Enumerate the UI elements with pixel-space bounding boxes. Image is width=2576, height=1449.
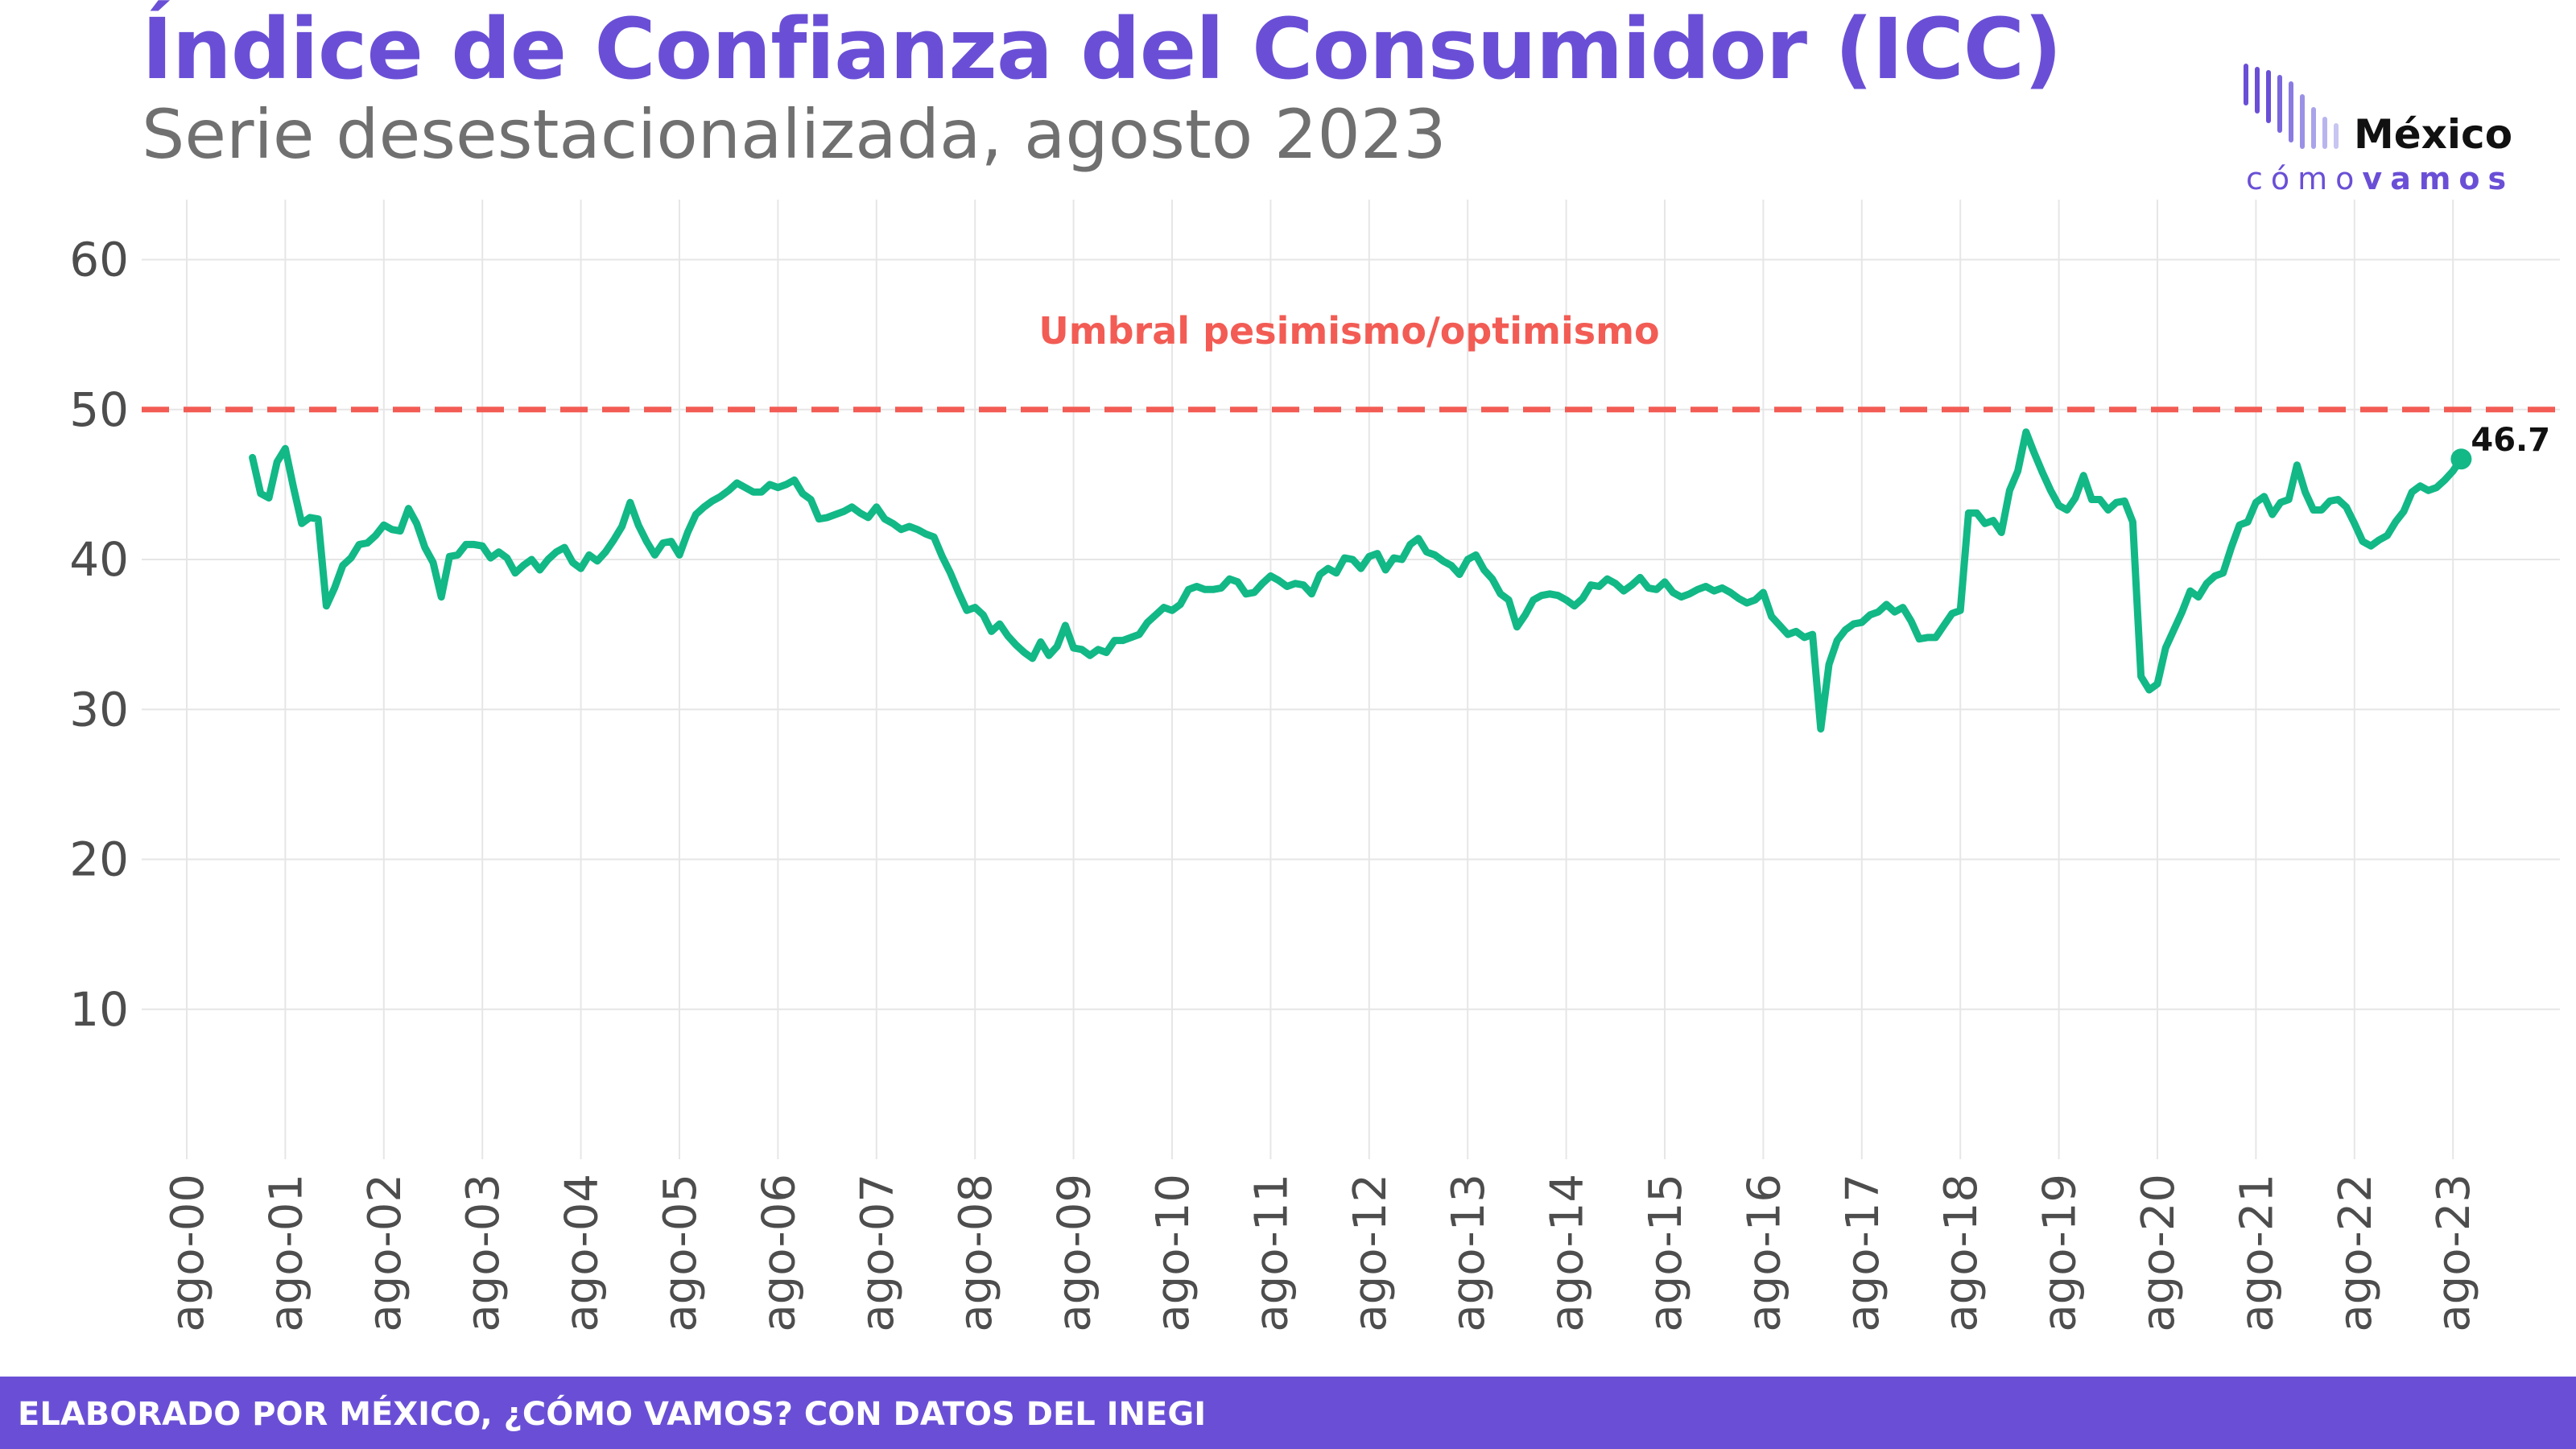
line-chart: 10 20 30 40 50 60 ago-00 ago-01 ago-02 ago-03 ago… (69, 200, 2560, 1332)
mexico-como-vamos-logo: México cómovamos (2238, 63, 2528, 208)
y-tick-label: 20 (69, 832, 129, 887)
x-tick-label: ago-08 (950, 1174, 1002, 1332)
footer-source-text: ELABORADO POR MÉXICO, ¿CÓMO VAMOS? CON D… (18, 1396, 1207, 1433)
y-tick-label: 60 (69, 233, 129, 287)
x-tick-label: ago-20 (2132, 1174, 2185, 1332)
x-tick-label: ago-14 (1542, 1174, 1594, 1332)
x-tick-label: ago-15 (1640, 1174, 1692, 1332)
x-tick-label: ago-16 (1738, 1174, 1790, 1332)
x-tick-label: ago-21 (2231, 1174, 2283, 1332)
x-tick-label: ago-10 (1147, 1174, 1199, 1332)
x-tick-label: ago-23 (2428, 1174, 2480, 1332)
x-tick-label: ago-01 (260, 1174, 312, 1332)
x-tick-label: ago-07 (852, 1174, 904, 1332)
bar-chart-logo-icon (2244, 64, 2339, 149)
logo-tag-bold: vamos (2362, 161, 2515, 196)
x-tick-label: ago-04 (556, 1174, 609, 1332)
logo-name: México (2354, 111, 2513, 158)
y-tick-label: 40 (69, 532, 129, 587)
x-tick-label: ago-06 (753, 1174, 805, 1332)
x-tick-label: ago-03 (457, 1174, 510, 1332)
x-tick-label: ago-11 (1245, 1174, 1298, 1332)
y-tick-label: 50 (69, 382, 129, 437)
y-tick-label: 30 (69, 682, 129, 737)
x-tick-label: ago-19 (2034, 1174, 2087, 1332)
x-tick-label: ago-00 (162, 1174, 214, 1332)
chart-subtitle: Serie desestacionalizada, agosto 2023 (142, 95, 1447, 174)
threshold-label: Umbral pesimismo/optimismo (1038, 309, 1659, 353)
y-tick-label: 10 (69, 982, 129, 1037)
x-tick-label: ago-12 (1344, 1174, 1397, 1332)
footer-bar: ELABORADO POR MÉXICO, ¿CÓMO VAMOS? CON D… (0, 1377, 2576, 1449)
x-tick-label: ago-18 (1935, 1174, 1988, 1332)
logo-tagline: cómovamos (2246, 161, 2514, 196)
logo-tag-light: cómo (2246, 161, 2363, 196)
x-tick-label: ago-13 (1443, 1174, 1495, 1332)
x-tick-label: ago-05 (654, 1174, 707, 1332)
x-tick-label: ago-17 (1837, 1174, 1889, 1332)
x-tick-label: ago-09 (1049, 1174, 1101, 1332)
last-value-label: 46.7 (2471, 422, 2550, 459)
x-tick-label: ago-02 (359, 1174, 411, 1332)
x-tick-label: ago-22 (2330, 1174, 2382, 1332)
chart-title: Índice de Confianza del Consumidor (ICC) (142, 0, 2062, 98)
last-point-marker (2450, 448, 2472, 470)
icc-series-line (249, 428, 2465, 733)
